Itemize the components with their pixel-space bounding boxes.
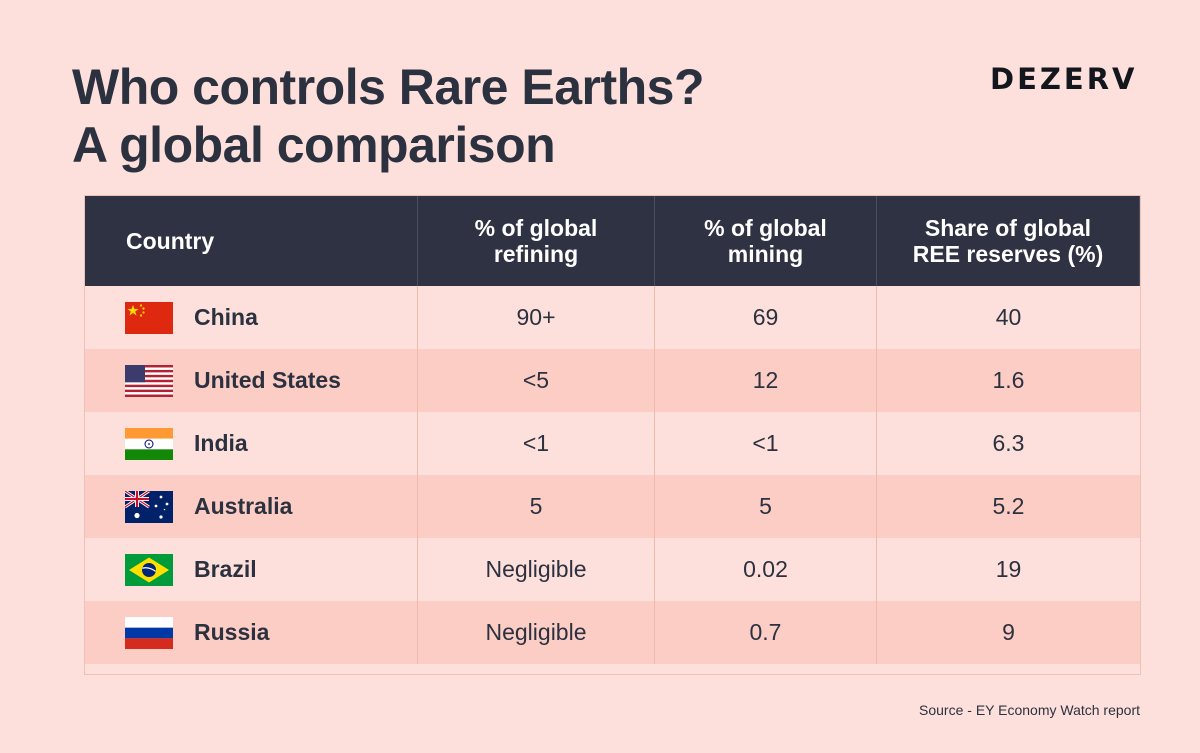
title-line-2: A global comparison [72,117,556,173]
country-name: Russia [194,619,270,645]
country-name: Brazil [194,556,257,582]
table-row: China 90+ 69 40 [85,286,1140,349]
table-row: Russia Negligible 0.7 9 [85,601,1140,664]
header-mining-line1: % of global [704,215,827,241]
australia-flag-icon [125,490,173,523]
country-cell: India [85,412,418,475]
table-row: United States <5 12 1.6 [85,349,1140,412]
mining-cell: 0.02 [655,538,877,601]
table-header-row: Country % of global refining % of global m… [85,196,1140,286]
header-refining: % of global refining [418,196,655,286]
reserves-cell: 19 [995,556,1022,582]
refining-cell: Negligible [418,538,655,601]
country-cell: Russia [85,601,418,664]
country-name: India [194,430,248,456]
refining-cell: Negligible [418,601,655,664]
refining-cell: 90+ [418,286,655,349]
mining-cell: 69 [655,286,877,349]
header-refining-line2: refining [493,241,579,267]
refining-cell: <5 [418,349,655,412]
refining-cell: <1 [418,412,655,475]
mining-cell: 5 [655,475,877,538]
page-title: Who controls Rare Earths? A global compa… [72,58,705,174]
reserves-cell: 1.6 [992,367,1025,393]
header-reserves-line1: Share of global [924,215,1092,241]
reserves-cell: 40 [995,304,1022,330]
title-line-1: Who controls Rare Earths? [72,59,705,115]
country-name: Australia [194,493,293,519]
reserves-cell: 5.2 [992,493,1025,519]
country-cell: Brazil [85,538,418,601]
header-mining: % of global mining [655,196,877,286]
mining-cell: <1 [655,412,877,475]
country-name: China [194,304,258,330]
country-cell: China [85,286,418,349]
table-row: India <1 <1 6.3 [85,412,1140,475]
comparison-table: Country % of global refining % of global m… [84,195,1141,675]
source-note: Source - EY Economy Watch report [919,702,1140,718]
header-reserves-line2: REE reserves (%) [912,241,1104,267]
country-cell: Australia [85,475,418,538]
russia-flag-icon [125,616,173,649]
brand-logo: DEZERV [990,62,1138,96]
india-flag-icon [125,427,173,460]
country-cell: United States [85,349,418,412]
header-reserves: Share of global REE reserves (%) [877,196,1140,286]
reserves-cell: 6.3 [992,430,1025,456]
usa-flag-icon [125,364,173,397]
table-row: Brazil Negligible 0.02 19 [85,538,1140,601]
china-flag-icon [125,301,173,334]
header-country: Country [85,196,418,286]
mining-cell: 12 [655,349,877,412]
table-row: Australia 5 5 5.2 [85,475,1140,538]
mining-cell: 0.7 [655,601,877,664]
country-name: United States [194,367,341,393]
brazil-flag-icon [125,553,173,586]
header-mining-line2: mining [727,241,804,267]
refining-cell: 5 [418,475,655,538]
header-refining-line1: % of global [474,215,598,241]
reserves-cell: 9 [1002,619,1015,645]
